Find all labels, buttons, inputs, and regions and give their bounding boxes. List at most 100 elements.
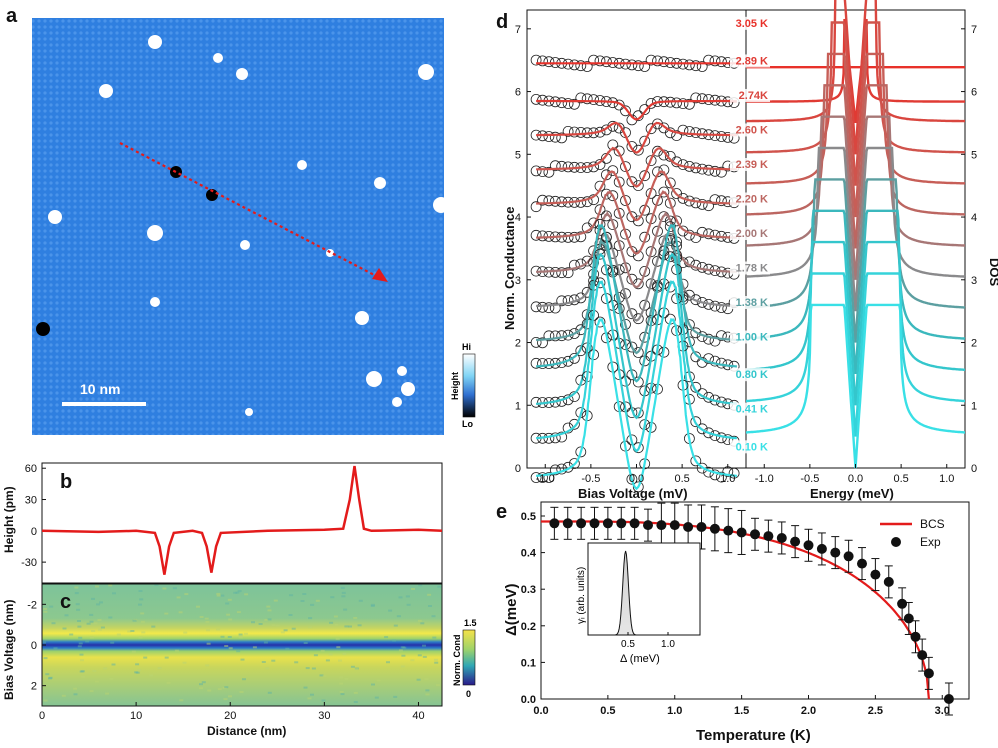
texture-speck	[224, 686, 229, 689]
texture-speck	[305, 667, 310, 670]
xtick-label: 0.5	[600, 705, 615, 717]
texture-speck	[166, 681, 171, 684]
texture-speck	[242, 678, 246, 681]
data-marker	[581, 255, 593, 267]
exp-point	[549, 518, 560, 529]
data-marker	[722, 131, 734, 143]
data-marker	[549, 266, 561, 278]
data-marker	[530, 54, 542, 66]
texture-speck	[294, 661, 299, 664]
data-marker	[716, 131, 727, 142]
data-marker	[562, 231, 574, 243]
plot-c-ylabel: Bias Voltage (nm)	[2, 600, 16, 700]
texture-speck	[216, 594, 221, 597]
data-marker	[664, 221, 676, 233]
texture-speck	[205, 664, 210, 667]
data-marker	[658, 56, 670, 68]
temp-label: 2.89 K	[736, 55, 768, 67]
texture-speck	[338, 659, 342, 662]
texture-speck	[350, 665, 355, 668]
data-marker	[620, 161, 631, 173]
data-marker	[607, 165, 619, 177]
data-marker	[556, 267, 568, 279]
fit-curve	[535, 279, 738, 453]
data-marker	[696, 423, 708, 435]
data-marker	[639, 299, 651, 311]
texture-speck	[172, 587, 177, 590]
texture-speck	[220, 594, 225, 597]
data-marker	[601, 210, 612, 222]
data-marker	[549, 160, 561, 172]
texture-speck	[320, 649, 325, 652]
data-marker	[709, 300, 721, 312]
plot-c-xlabel: Distance (nm)	[207, 724, 286, 738]
texture-speck	[308, 617, 313, 620]
data-marker	[716, 471, 727, 483]
texture-speck	[199, 687, 203, 690]
ytick-label-left: 4	[515, 212, 521, 224]
texture-speck	[140, 620, 145, 623]
fit-curve	[535, 317, 738, 491]
xtick-label: 0	[39, 710, 45, 722]
texture-speck	[199, 683, 203, 686]
texture-speck	[340, 586, 345, 589]
ytick-label-right: 1	[971, 400, 977, 412]
data-marker	[588, 54, 599, 66]
texture-speck	[228, 695, 232, 698]
inset-xtick-label: 0.5	[621, 639, 635, 650]
exp-point	[816, 543, 827, 554]
data-marker	[562, 461, 574, 473]
ytick-label: 0.0	[521, 694, 536, 706]
data-marker	[703, 228, 714, 240]
xtick-label: 30	[318, 710, 330, 722]
texture-speck	[98, 628, 102, 631]
fit-curve	[536, 170, 737, 222]
data-marker	[562, 98, 574, 109]
exp-point	[923, 668, 934, 679]
data-marker	[569, 328, 580, 339]
xtick-label-left: -1.0	[536, 473, 555, 485]
data-marker	[690, 127, 702, 139]
data-marker	[530, 357, 542, 369]
texture-speck	[140, 612, 145, 615]
data-marker	[645, 278, 657, 290]
texture-speck	[74, 592, 79, 595]
temp-label-bg	[730, 368, 770, 382]
ytick-label-left: 3	[515, 275, 521, 287]
data-marker	[537, 472, 548, 484]
texture-speck	[154, 584, 159, 586]
data-marker	[575, 60, 587, 72]
data-marker	[556, 160, 568, 172]
ytick-label-left: 7	[515, 24, 521, 36]
texture-speck	[227, 598, 232, 601]
texture-speck	[93, 622, 98, 625]
data-marker	[607, 190, 619, 202]
temp-label-bg	[730, 330, 770, 344]
data-marker	[588, 217, 599, 229]
stm-topograph	[32, 18, 449, 435]
texture-speck	[392, 639, 397, 642]
plot-e-xlabel: Temperature (K)	[696, 727, 811, 744]
texture-speck	[139, 598, 144, 601]
data-marker	[530, 336, 542, 348]
plot-d-right-ylabel: DOS	[987, 258, 998, 287]
texture-speck	[228, 618, 233, 621]
texture-speck	[95, 585, 99, 588]
texture-speck	[321, 699, 326, 702]
data-marker	[664, 150, 676, 162]
texture-speck	[428, 605, 432, 607]
texture-speck	[244, 593, 249, 596]
texture-speck	[416, 678, 421, 681]
texture-speck	[77, 625, 82, 628]
exp-point	[562, 518, 573, 529]
texture-speck	[261, 661, 266, 663]
texture-speck	[396, 615, 401, 618]
texture-speck	[285, 647, 290, 650]
ytick-label-right: 3	[971, 275, 977, 287]
texture-speck	[206, 629, 210, 632]
ytick-label: 0.1	[521, 657, 536, 669]
temp-label-bg	[730, 16, 770, 30]
texture-speck	[100, 626, 105, 629]
ytick-label-right: 2	[971, 338, 977, 350]
